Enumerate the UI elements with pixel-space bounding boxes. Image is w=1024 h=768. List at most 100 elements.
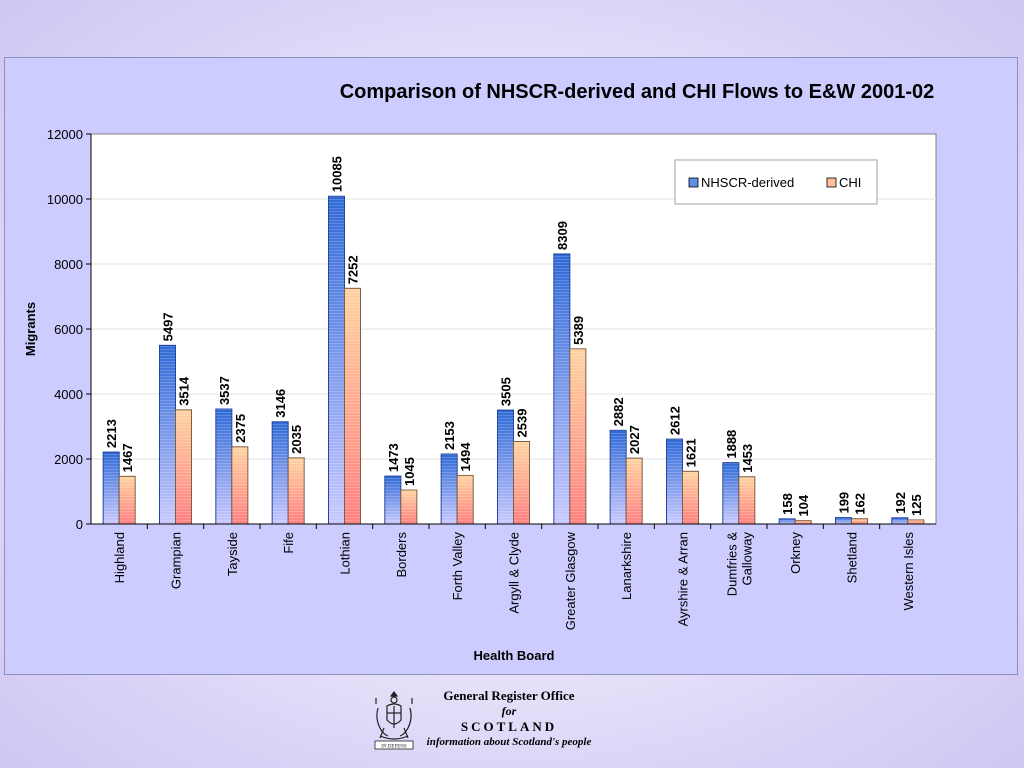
bar-texture — [666, 439, 683, 524]
x-category-label: Highland — [112, 532, 127, 583]
bar-value-label: 1467 — [120, 443, 135, 472]
bar-value-label: 8309 — [555, 221, 570, 250]
bar-value-label: 2882 — [611, 397, 626, 426]
bar-texture — [400, 490, 417, 524]
x-category-label: Dumfries & Galloway — [724, 532, 754, 597]
bar-value-label: 1045 — [402, 457, 417, 486]
logo-motto: IN DEFENS — [381, 745, 407, 750]
footer-for: for — [501, 704, 517, 718]
y-axis-label: Migrants — [23, 302, 38, 356]
x-category-text: Argyll & Clyde — [507, 532, 522, 614]
x-category-text: Highland — [112, 532, 127, 583]
x-category-label: Greater Glasgow — [563, 531, 578, 630]
x-category-text: Ayrshire & Arran — [676, 532, 691, 626]
bar-texture — [159, 345, 176, 524]
legend-label-nhscr: NHSCR-derived — [701, 175, 794, 190]
bar-texture — [175, 409, 192, 524]
footer-org-name: General Register Office — [443, 688, 575, 703]
bar-value-label: 192 — [893, 492, 908, 514]
legend-swatch-chi — [826, 177, 837, 188]
bar-texture — [738, 476, 755, 524]
bar-texture — [795, 520, 812, 524]
bar-texture — [103, 452, 120, 524]
bar-texture — [513, 441, 530, 524]
bar-texture — [610, 430, 627, 524]
x-category-text: Western Isles — [901, 532, 916, 611]
bar-value-label: 2612 — [668, 406, 683, 435]
legend-swatch-nhscr — [688, 177, 699, 188]
bar-texture — [891, 517, 908, 524]
bar-value-label: 1621 — [684, 438, 699, 467]
bar-texture — [288, 457, 305, 524]
y-tick-label: 6000 — [54, 322, 83, 337]
x-category-label: Forth Valley — [450, 532, 465, 601]
bar-texture — [384, 476, 401, 524]
x-category-label: Shetland — [845, 532, 860, 583]
bar-texture — [215, 409, 232, 524]
x-category-label: Tayside — [225, 532, 240, 576]
bar-texture — [835, 517, 852, 524]
bar-texture — [851, 518, 868, 524]
x-category-text: Dumfries & — [724, 532, 739, 597]
bar-value-label: 104 — [796, 494, 811, 516]
royal-arms-crest-icon: IN DEFENS — [374, 691, 414, 750]
bar-texture — [497, 410, 514, 524]
y-tick-label: 12000 — [47, 127, 83, 142]
x-category-text: Greater Glasgow — [563, 531, 578, 630]
y-tick-label: 2000 — [54, 452, 83, 467]
bar-texture — [779, 518, 796, 524]
x-category-text: Orkney — [788, 532, 803, 574]
footer-country: SCOTLAND — [460, 719, 558, 734]
bar-value-label: 199 — [837, 492, 852, 514]
legend: NHSCR-derived CHI — [674, 159, 878, 205]
bar-texture — [626, 458, 643, 524]
bar-value-label: 10085 — [330, 156, 345, 192]
bar-texture — [907, 519, 924, 524]
bar-value-label: 1888 — [724, 430, 739, 459]
x-category-label: Ayrshire & Arran — [676, 532, 691, 626]
bar-value-label: 1473 — [386, 443, 401, 472]
bar-value-label: 1494 — [458, 442, 473, 472]
bar-value-label: 5497 — [161, 312, 176, 341]
bar-value-label: 3537 — [217, 376, 232, 405]
x-category-label: Borders — [394, 532, 409, 578]
bar-value-label: 125 — [909, 494, 924, 516]
bar-texture — [119, 476, 136, 524]
chart-svg: Comparison of NHSCR-derived and CHI Flow… — [23, 81, 937, 663]
bars-layer — [102, 195, 925, 525]
x-category-label: Western Isles — [901, 532, 916, 611]
bar-texture — [682, 471, 699, 524]
axis-layer: 0 2000 4000 6000 8000 10000 12000 — [47, 127, 936, 532]
bar-texture — [231, 446, 248, 524]
x-category-text: Forth Valley — [450, 532, 465, 601]
y-tick-label: 0 — [76, 517, 83, 532]
chart-title: Comparison of NHSCR-derived and CHI Flow… — [340, 81, 935, 103]
bar-value-label: 1453 — [740, 444, 755, 473]
x-category-text: Shetland — [845, 532, 860, 583]
bar-value-label: 2035 — [289, 425, 304, 454]
footer-tagline: information about Scotland's people — [426, 736, 592, 748]
bar-value-label: 158 — [780, 493, 795, 515]
bar-texture — [441, 454, 458, 524]
x-category-text: Grampian — [169, 532, 184, 589]
bar-texture — [722, 462, 739, 524]
bar-value-label: 5389 — [571, 316, 586, 345]
y-tick-label: 8000 — [54, 257, 83, 272]
chart-panel: Comparison of NHSCR-derived and CHI Flow… — [4, 57, 1018, 675]
bar-value-label: 3146 — [273, 389, 288, 418]
x-category-label: Lanarkshire — [619, 532, 634, 600]
bar-texture — [569, 348, 586, 524]
bar-value-label: 2027 — [627, 425, 642, 454]
x-category-text: Fife — [281, 532, 296, 554]
y-tick-label: 4000 — [54, 387, 83, 402]
y-tick-label: 10000 — [47, 192, 83, 207]
x-category-label: Fife — [281, 532, 296, 554]
legend-label-chi: CHI — [839, 175, 861, 190]
bar-texture — [272, 421, 289, 524]
bar-texture — [344, 288, 361, 524]
x-category-label: Lothian — [338, 532, 353, 575]
bar-value-label: 2375 — [233, 414, 248, 443]
bar-texture — [553, 253, 570, 524]
x-category-text: Lothian — [338, 532, 353, 575]
x-category-text: Galloway — [739, 532, 754, 586]
